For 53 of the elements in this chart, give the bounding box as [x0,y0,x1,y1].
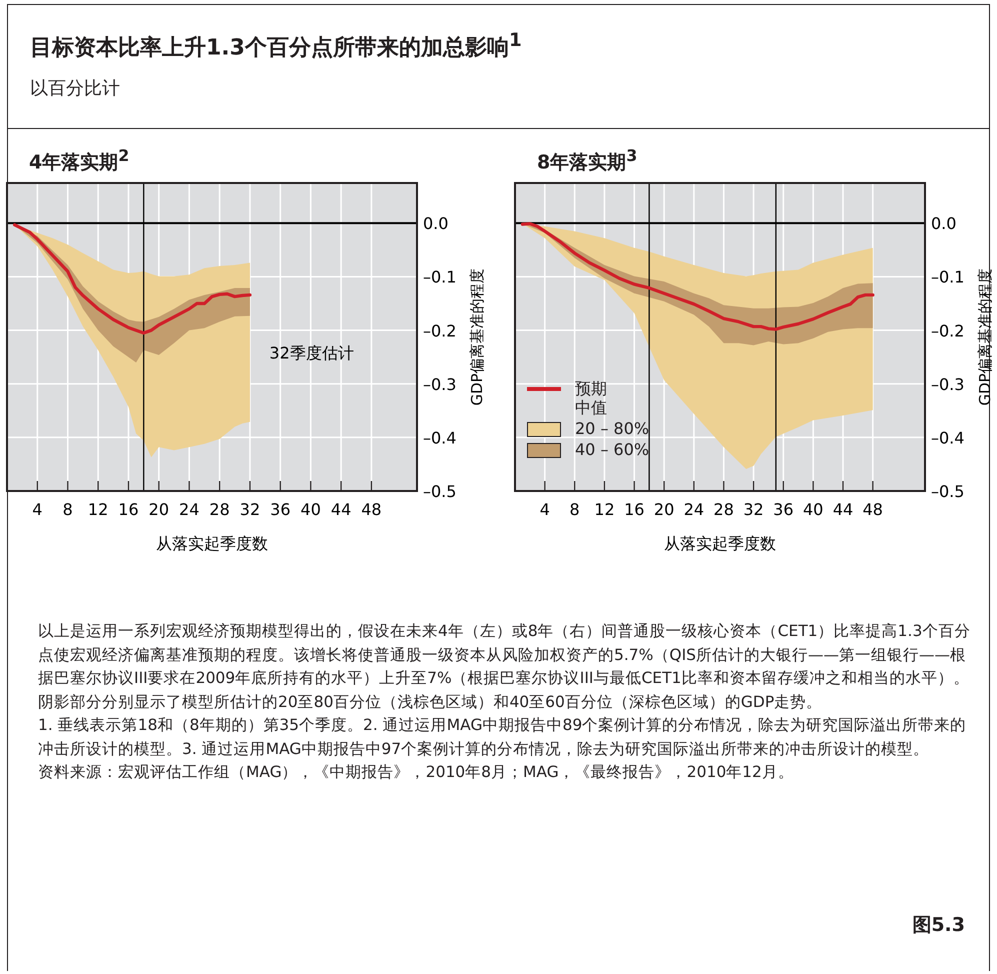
x-tick-label: 4 [32,500,42,519]
text: 1. 垂线表示第18和（8年期的）第35个季度。2. 通过运用MAG中期报告中89个案例计算的分布情况，除去为研究国际溢出所带来的冲击所设计的模型。3. 通过运用MAG中期报告中97个案例计算的分布情况，除去为研究国际溢出所带来的冲击所设计的模型。 [38,715,968,760]
x-tick-label: 8 [62,500,73,519]
y-tick-label: –0.2 [931,321,964,340]
x-tick-label: 36 [270,500,291,519]
x-tick-label: 12 [594,500,615,519]
text: 资料来源：宏观评估工作组（MAG），《中期报告》，2010年8月；MAG，《最终报告》，2010年12月。 [38,762,795,783]
text: 以上是运用一系列宏观经济预期模型得出的，假设在未来4年（左）或8年（右）间普通股一级核心资本（CET1）比率提高1.3个百分点使宏观经济偏离基准预期的程度。该增长将使普通股一级资本从风险加权资产的5.7%（QIS所估计的大银行——第一组银行——根据巴塞尔协议III要求在2009年底所持有的水平）上升至7%（根据巴塞尔协议III与最低CET1比率和资本留存缓冲之和相当的水平）。阴影部分分别显示了模型所估计的20至80百分位（浅棕色区域）和40至60百分位（深棕色区域）的GDP走势。 [38,621,972,712]
x-tick-label: 48 [862,500,883,519]
y-tick-label: –0.4 [931,428,964,448]
text: 目标资本比率上升1.3个百分点所带来的加总影响$^{1}$ [30,30,522,62]
y-tick-label: –0.2 [423,321,456,340]
text: 以百分比计 [30,77,120,100]
caption: 图5.3 [912,913,965,938]
line-series [12,223,252,335]
x-tick-label: 24 [179,500,200,519]
y-tick-label: –0.1 [423,268,456,287]
y-tick-label: –0.4 [423,428,456,448]
x-tick-label: 32 [743,500,764,519]
x-axis-title: 从落实起季度数 [156,534,268,553]
x-tick-label: 32 [240,500,260,519]
chart-title: 4年落实期$^{2}$ [29,146,130,176]
y-tick-label: 0.0 [931,214,956,234]
x-tick-label: 44 [330,500,352,519]
legend-label: 40 – 60% [575,440,650,459]
x-tick-label: 40 [300,500,321,519]
x-tick-label: 24 [684,500,704,519]
x-axis-title: 从落实起季度数 [664,534,776,553]
y-axis-title: GDP偏离基准的程度 [468,268,486,406]
chart-title: 8年落实期$^{3}$ [537,146,638,176]
x-tick-label: 12 [88,500,108,519]
annotation: 32季度估计 [269,344,354,363]
x-tick-label: 4 [540,500,550,519]
y-axis-title: GDP偏离基准的程度 [976,268,994,406]
x-tick-label: 28 [714,500,734,519]
y-tick-label: –0.3 [423,374,456,394]
y-tick-label: 0.0 [423,214,448,234]
x-tick-label: 28 [209,500,230,519]
x-tick-label: 36 [773,500,794,519]
y-tick-label: –0.3 [931,374,964,394]
x-tick-label: 20 [148,500,170,519]
y-tick-label: –0.5 [931,482,964,501]
legend-label: 20 – 80% [575,419,650,438]
y-tick-label: –0.1 [931,268,964,287]
x-tick-label: 16 [118,500,139,519]
legend-label: 预期中值 [575,379,608,417]
x-tick-label: 20 [654,500,674,519]
x-tick-label: 48 [361,500,382,519]
x-tick-label: 16 [624,500,644,519]
x-tick-label: 44 [832,500,854,519]
x-tick-label: 40 [803,500,824,519]
x-tick-label: 8 [570,500,580,519]
y-tick-label: –0.5 [423,482,456,501]
